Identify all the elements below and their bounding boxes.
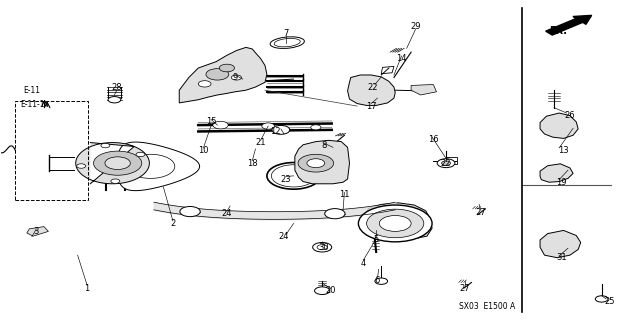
Circle shape (441, 161, 450, 165)
Text: 22: 22 (367, 83, 378, 92)
Circle shape (313, 243, 332, 252)
Text: 29: 29 (410, 22, 421, 31)
Circle shape (315, 287, 330, 294)
Circle shape (94, 151, 142, 175)
Text: 21: 21 (255, 138, 266, 147)
Text: 25: 25 (605, 297, 615, 306)
Text: 5: 5 (373, 235, 379, 244)
Circle shape (367, 209, 424, 238)
Text: 1: 1 (84, 284, 90, 293)
Circle shape (307, 159, 325, 168)
Circle shape (108, 97, 121, 103)
Circle shape (375, 278, 388, 284)
Circle shape (213, 121, 228, 129)
Text: 23: 23 (281, 174, 292, 184)
Polygon shape (179, 47, 267, 103)
Text: 15: 15 (206, 117, 216, 126)
Text: 31: 31 (556, 253, 567, 262)
Text: 14: 14 (396, 54, 407, 63)
Circle shape (267, 163, 320, 189)
Text: E-11-1: E-11-1 (20, 100, 45, 109)
Circle shape (380, 215, 411, 231)
Text: 12: 12 (271, 127, 281, 136)
Circle shape (136, 152, 145, 157)
Text: SX03  E1500 A: SX03 E1500 A (459, 302, 515, 311)
Text: 26: 26 (565, 111, 575, 120)
Text: 30: 30 (319, 243, 329, 252)
Polygon shape (76, 142, 149, 184)
Text: 3: 3 (34, 227, 39, 236)
Text: 4: 4 (361, 259, 366, 268)
Polygon shape (117, 142, 200, 191)
Circle shape (101, 143, 110, 148)
Circle shape (272, 125, 290, 134)
Circle shape (219, 64, 235, 72)
Text: 27: 27 (476, 208, 486, 217)
Circle shape (325, 209, 345, 219)
Ellipse shape (270, 37, 304, 48)
Text: 10: 10 (198, 146, 209, 155)
Circle shape (437, 159, 455, 168)
Circle shape (311, 125, 321, 130)
Text: 6: 6 (375, 276, 380, 285)
Text: 24: 24 (221, 209, 232, 219)
Circle shape (105, 157, 130, 170)
Text: FR.: FR. (549, 26, 567, 36)
Polygon shape (27, 227, 48, 236)
Circle shape (298, 154, 334, 172)
Text: 9: 9 (232, 73, 238, 82)
FancyArrow shape (545, 15, 591, 35)
Circle shape (351, 80, 392, 100)
Polygon shape (540, 230, 581, 258)
Polygon shape (540, 113, 578, 139)
Circle shape (262, 123, 274, 129)
Circle shape (595, 296, 608, 302)
Text: 17: 17 (366, 101, 376, 111)
Text: 16: 16 (428, 135, 439, 144)
Text: 22: 22 (441, 159, 451, 168)
Text: 20: 20 (325, 286, 336, 295)
Polygon shape (411, 84, 436, 95)
Circle shape (77, 164, 85, 168)
Text: 8: 8 (322, 141, 327, 150)
Text: 19: 19 (556, 178, 567, 187)
Text: 7: 7 (283, 28, 288, 38)
Polygon shape (362, 203, 432, 240)
Text: 18: 18 (247, 159, 258, 168)
Circle shape (180, 206, 200, 217)
Circle shape (232, 75, 242, 80)
Text: 28: 28 (112, 83, 122, 92)
Circle shape (206, 69, 229, 80)
Polygon shape (348, 75, 395, 105)
Circle shape (198, 81, 211, 87)
Polygon shape (540, 164, 573, 182)
Text: E-11: E-11 (24, 86, 41, 95)
Text: 13: 13 (558, 146, 569, 155)
Circle shape (359, 205, 432, 242)
Text: 24: 24 (279, 232, 289, 241)
Text: 27: 27 (460, 284, 470, 293)
Text: 2: 2 (170, 219, 175, 228)
Circle shape (111, 179, 120, 183)
Polygon shape (295, 140, 350, 184)
Text: 11: 11 (339, 190, 350, 199)
